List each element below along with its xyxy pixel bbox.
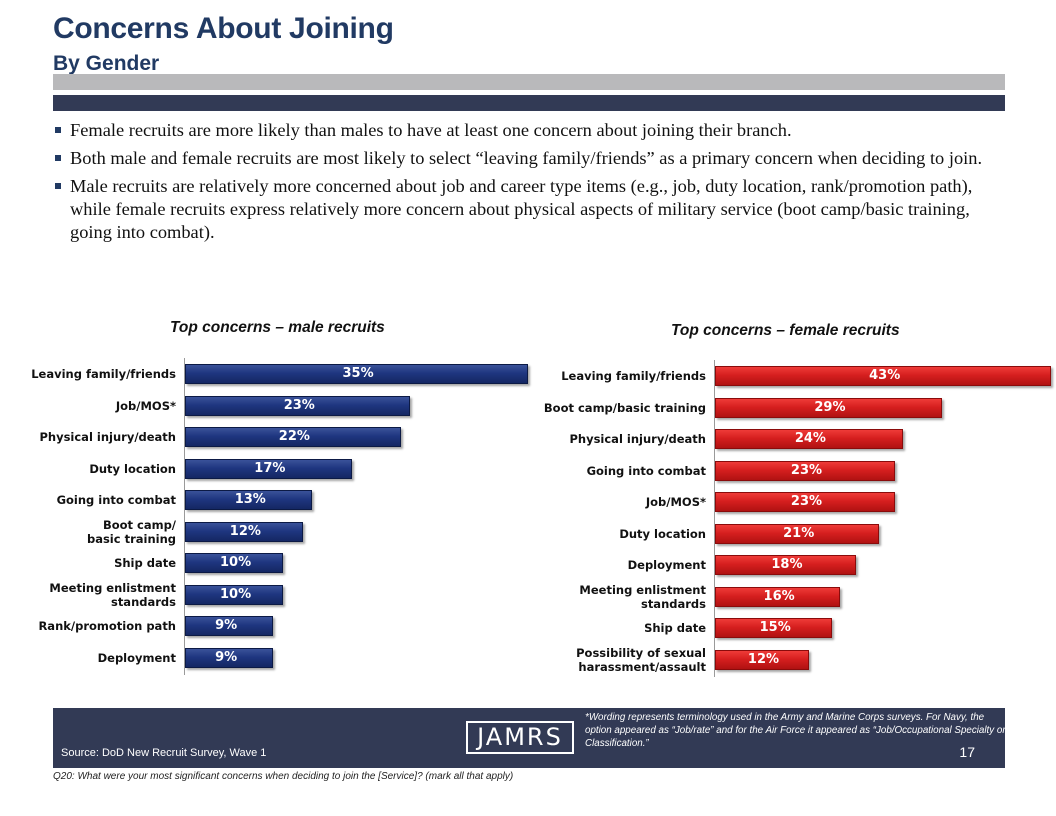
female-bar-value-label: 23% bbox=[790, 462, 823, 478]
male-chart-title: Top concerns – male recruits bbox=[170, 319, 385, 336]
bullet-item: Both male and female recruits are most l… bbox=[53, 147, 1013, 170]
male-bar bbox=[185, 395, 411, 416]
male-bar-value-label: 13% bbox=[234, 492, 266, 507]
female-bar bbox=[715, 492, 895, 512]
male-bar-value-label: 23% bbox=[283, 397, 315, 413]
female-bar bbox=[715, 460, 895, 481]
bullet-square-icon bbox=[55, 127, 61, 133]
page-subtitle: By Gender bbox=[53, 52, 160, 75]
female-bar-value-label: 21% bbox=[783, 525, 815, 541]
female-bar-value-label: 18% bbox=[771, 557, 803, 572]
page-title: Concerns About Joining bbox=[53, 12, 394, 45]
male-category-label: Physical injury/death bbox=[39, 430, 176, 444]
page-number: 17 bbox=[959, 744, 975, 760]
female-bar bbox=[715, 429, 903, 449]
bullet-text: Female recruits are more likely than mal… bbox=[70, 120, 792, 140]
male-category-label: Deployment bbox=[97, 650, 176, 665]
male-category-label: Meeting enlistment standards bbox=[49, 580, 176, 609]
survey-question: Q20: What were your most significant con… bbox=[53, 771, 514, 782]
female-category-label: Boot camp/basic training bbox=[543, 400, 706, 415]
male-bar bbox=[185, 490, 313, 510]
male-category-label: Leaving family/friends bbox=[31, 367, 176, 381]
bullet-item: Female recruits are more likely than mal… bbox=[53, 119, 1013, 142]
female-category-label: Ship date bbox=[644, 621, 706, 635]
divider-navy bbox=[53, 95, 1005, 111]
bullet-item: Male recruits are relatively more concer… bbox=[53, 175, 1013, 244]
male-category-label: Job/MOS* bbox=[115, 398, 176, 413]
male-bar-value-label: 35% bbox=[342, 366, 374, 381]
bullet-list: Female recruits are more likely than mal… bbox=[53, 119, 1013, 249]
male-bar bbox=[185, 364, 528, 384]
male-category-label: Going into combat bbox=[56, 493, 176, 507]
bullet-text: Male recruits are relatively more concer… bbox=[70, 176, 973, 242]
female-bar-value-label: 43% bbox=[869, 368, 901, 383]
female-bar bbox=[715, 366, 1052, 386]
male-bar-value-label: 10% bbox=[220, 586, 252, 602]
divider-grey bbox=[53, 74, 1005, 90]
female-category-label: Physical injury/death bbox=[569, 432, 706, 446]
footer-bar: Source: DoD New Recruit Survey, Wave 1 J… bbox=[53, 708, 1006, 768]
female-category-label: Meeting enlistment standards bbox=[579, 582, 706, 611]
female-category-label: Job/MOS* bbox=[645, 495, 706, 509]
female-chart-axis bbox=[714, 360, 715, 677]
male-chart-axis bbox=[184, 358, 185, 675]
female-bar-value-label: 16% bbox=[763, 588, 795, 604]
male-bar-value-label: 17% bbox=[254, 460, 286, 476]
female-bar bbox=[715, 649, 809, 670]
male-bar-value-label: 22% bbox=[278, 429, 310, 444]
bullet-text: Both male and female recruits are most l… bbox=[70, 148, 983, 168]
female-bar-value-label: 23% bbox=[790, 494, 823, 509]
jamrs-logo: JAMRS bbox=[466, 721, 574, 754]
male-bar-value-label: 12% bbox=[229, 523, 261, 539]
female-bar bbox=[715, 555, 856, 575]
female-category-label: Going into combat bbox=[586, 463, 706, 478]
male-category-label: Duty location bbox=[89, 461, 176, 476]
female-bar-value-label: 15% bbox=[759, 620, 791, 635]
male-bar bbox=[185, 616, 274, 636]
female-category-label: Deployment bbox=[627, 558, 706, 572]
male-bar bbox=[185, 647, 274, 668]
female-bar bbox=[715, 586, 841, 607]
female-category-label: Duty location bbox=[619, 526, 706, 541]
female-bar bbox=[715, 618, 833, 638]
female-bar-value-label: 29% bbox=[814, 399, 846, 415]
male-bar-value-label: 9% bbox=[215, 649, 238, 665]
male-category-label: Rank/promotion path bbox=[38, 619, 176, 633]
female-bar bbox=[715, 397, 942, 418]
female-chart-title: Top concerns – female recruits bbox=[671, 322, 900, 339]
male-bar bbox=[185, 584, 283, 605]
bullet-square-icon bbox=[55, 155, 61, 161]
male-bar-value-label: 9% bbox=[215, 618, 238, 633]
male-bar-value-label: 10% bbox=[220, 555, 252, 570]
female-category-label: Possibility of sexual harassment/assault bbox=[576, 645, 706, 674]
male-category-label: Ship date bbox=[114, 556, 176, 570]
female-bar-value-label: 24% bbox=[794, 431, 826, 446]
female-category-label: Leaving family/friends bbox=[561, 369, 706, 383]
male-bar bbox=[185, 427, 401, 447]
male-bar bbox=[185, 553, 283, 573]
source-text: Source: DoD New Recruit Survey, Wave 1 bbox=[61, 747, 267, 759]
female-bar bbox=[715, 523, 880, 544]
male-bar bbox=[185, 521, 303, 542]
female-bar-value-label: 12% bbox=[747, 651, 780, 667]
male-bar bbox=[185, 458, 352, 479]
male-category-label: Boot camp/basic training bbox=[86, 517, 176, 546]
footnote-text: *Wording represents terminology used in … bbox=[585, 712, 1006, 749]
bullet-square-icon bbox=[55, 183, 61, 189]
